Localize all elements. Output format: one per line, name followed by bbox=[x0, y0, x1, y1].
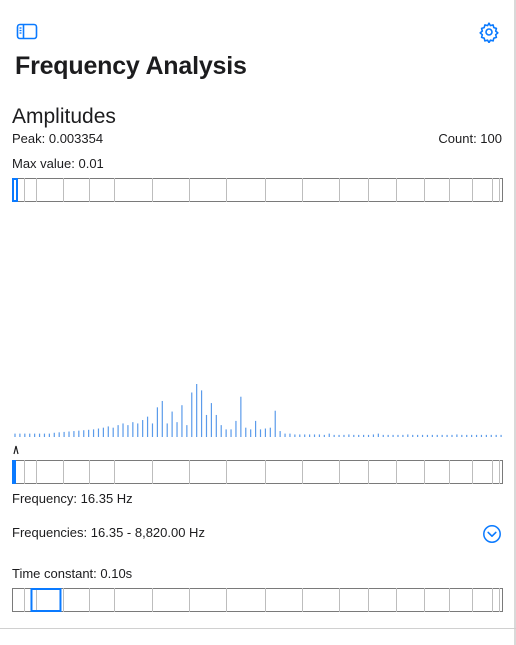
slider-track bbox=[12, 460, 503, 484]
slider-thumb[interactable] bbox=[12, 178, 18, 202]
window-edge bbox=[514, 0, 516, 645]
slider-thumb[interactable] bbox=[30, 588, 62, 612]
amplitude-chart bbox=[13, 384, 502, 455]
slider-thumb[interactable] bbox=[12, 460, 16, 484]
max-value-slider[interactable] bbox=[12, 178, 503, 202]
chevron-down-circle-icon bbox=[483, 525, 501, 543]
time-constant-label: Time constant: 0.10s bbox=[12, 566, 133, 581]
frequency-label: Frequency: 16.35 Hz bbox=[12, 491, 133, 506]
settings-button[interactable] bbox=[476, 19, 502, 45]
sidebar-toggle-button[interactable] bbox=[14, 19, 40, 45]
peak-label: Peak: 0.003354 bbox=[12, 131, 104, 146]
expand-frequencies-button[interactable] bbox=[481, 523, 503, 545]
slider-track bbox=[12, 588, 503, 612]
frequency-slider[interactable] bbox=[12, 460, 503, 484]
section-title-amplitudes: Amplitudes bbox=[12, 105, 116, 128]
count-label: Count: 100 bbox=[438, 131, 502, 146]
frequencies-range-label: Frequencies: 16.35 - 8,820.00 Hz bbox=[12, 525, 205, 540]
frequency-marker bbox=[13, 445, 19, 455]
bottom-divider bbox=[0, 628, 516, 629]
max-value-label: Max value: 0.01 bbox=[12, 156, 104, 171]
gear-icon bbox=[479, 22, 499, 43]
time-constant-slider[interactable] bbox=[12, 588, 503, 612]
page-title: Frequency Analysis bbox=[15, 52, 247, 80]
sidebar-icon bbox=[16, 23, 38, 40]
slider-track bbox=[12, 178, 503, 202]
